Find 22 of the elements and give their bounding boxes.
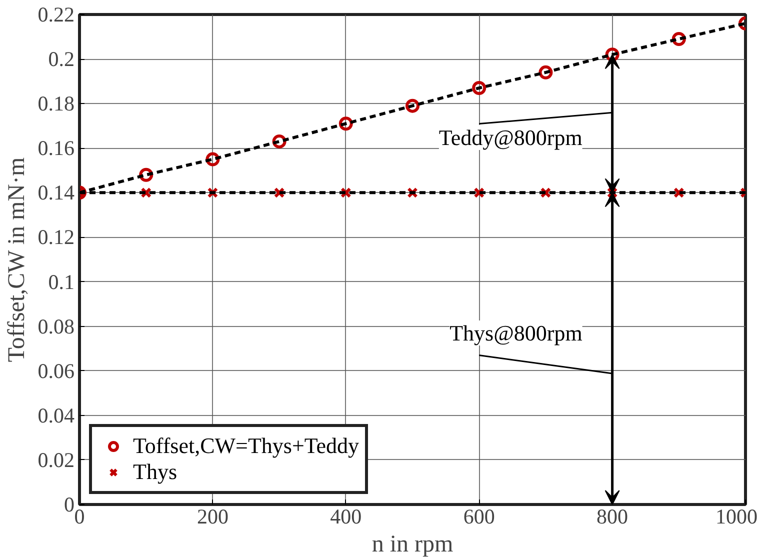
y-tick-label: 0.2	[48, 47, 74, 72]
x-axis-title: n in rpm	[372, 532, 454, 558]
y-axis-title: Toffset,CW in mN·m	[4, 157, 30, 362]
y-tick-label: 0.12	[38, 225, 74, 250]
x-tick-label: 800	[596, 504, 628, 528]
y-tick-label: 0.08	[38, 314, 74, 338]
x-tick-label: 400	[330, 504, 362, 528]
y-tick-label: 0.16	[38, 136, 74, 160]
y-tick-label: 0.04	[38, 403, 75, 428]
y-tick-label: 0.1	[48, 270, 74, 294]
legend-label: Thys	[133, 459, 177, 485]
legend-label: Toffset,CW=Thys+Teddy	[133, 433, 360, 459]
x-tick-label: 600	[463, 504, 495, 528]
annotation: Thys@800rpm	[450, 320, 582, 346]
y-tick-label: 0.02	[38, 448, 74, 472]
y-tick-label: 0.18	[38, 92, 74, 116]
annotation: Teddy@800rpm	[438, 124, 582, 150]
y-tick-label: 0.06	[38, 358, 74, 383]
y-tick-label: 0.14	[38, 180, 75, 205]
x-tick-label: 1000	[716, 504, 757, 528]
y-tick-label: 0.22	[38, 2, 74, 26]
x-tick-label: 200	[196, 504, 228, 528]
